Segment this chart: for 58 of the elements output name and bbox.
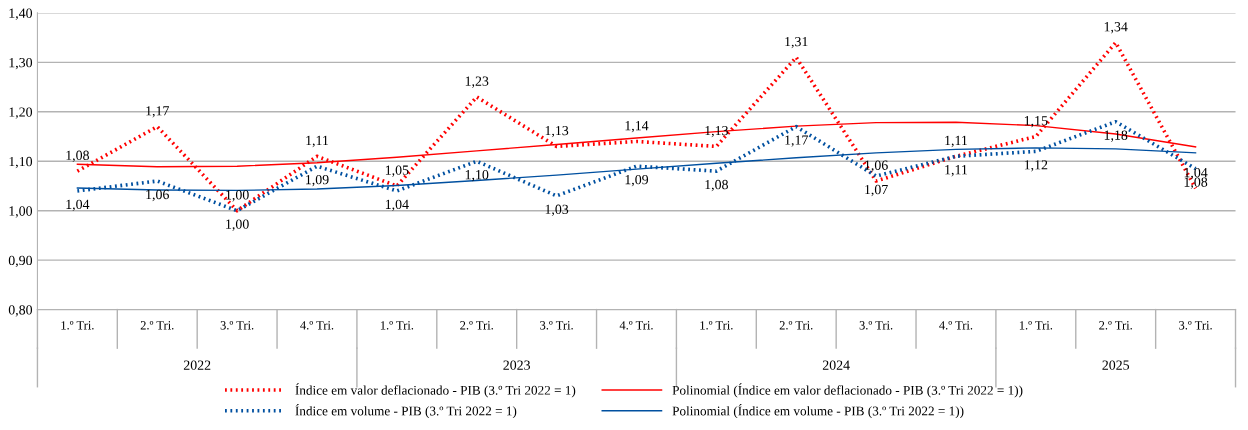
- x-tick-label: 1.º Tri.: [380, 321, 414, 330]
- x-tick-label: 3.º Tri.: [859, 321, 893, 330]
- x-tick-label: 3.º Tri.: [220, 321, 254, 330]
- text: 2022: [183, 360, 211, 370]
- y-tick-label: 0,80: [8, 305, 33, 317]
- data-label: 1,11: [945, 135, 968, 148]
- data-label: 1,34: [1104, 22, 1128, 34]
- y-tick-label: 1,10: [9, 156, 33, 169]
- data-label: 1,06: [865, 160, 888, 172]
- text: 2024: [822, 360, 850, 370]
- legend-label: Índice em volume - PIB (3.º Tri 2022 = 1): [295, 404, 517, 419]
- data-label: 1,08: [1184, 177, 1208, 189]
- data-label: 1,15: [1024, 116, 1048, 128]
- x-tick-label: 2.º Tri.: [140, 321, 174, 330]
- data-label: 1,13: [545, 125, 569, 138]
- legend-label: Índice em valor deflacionado - PIB (3.º Tri 2022 = 1): [295, 383, 576, 398]
- data-label: 1,07: [865, 184, 888, 197]
- data-label: 1,08: [66, 150, 89, 162]
- data-label: 1,04: [385, 199, 409, 212]
- data-label: 1,04: [1184, 167, 1208, 180]
- x-tick-label: 4.º Tri.: [939, 321, 973, 330]
- data-label: 1,17: [785, 135, 808, 147]
- data-label: 1,04: [66, 199, 90, 212]
- legend-label: Polinomial (Índice em volume - PIB (3.º Tri 2022 = 1)): [672, 404, 964, 419]
- data-label: 1,31: [785, 36, 808, 49]
- x-tick-label: 4.º Tri.: [619, 321, 653, 330]
- data-label: 1,11: [945, 165, 968, 177]
- y-tick-label: 1,20: [9, 107, 33, 119]
- data-label: 1,10: [465, 169, 489, 182]
- data-label: 1,14: [625, 121, 649, 133]
- data-label: 1,17: [146, 106, 169, 118]
- data-label: 1,11: [306, 135, 329, 148]
- x-tick-label: 1.º Tri.: [61, 321, 94, 330]
- data-label: 1,09: [625, 174, 649, 187]
- data-label: 1,06: [146, 189, 169, 202]
- x-tick-label: 2.º Tri.: [460, 321, 493, 330]
- data-label: 1,00: [226, 190, 249, 202]
- x-tick-label: 1.º Tri.: [1019, 321, 1053, 330]
- legend-label: Polinomial (Índice em valor deflacionado - PIB (3.º Tri 2022 = 1)): [672, 383, 1023, 398]
- text: 2025: [1102, 360, 1130, 370]
- data-label: 1,00: [226, 219, 249, 231]
- data-label: 1,23: [465, 76, 489, 88]
- data-label: 1,12: [1024, 160, 1048, 172]
- x-tick-label: 2.º Tri.: [779, 321, 813, 330]
- x-tick-label: 4.º Tri.: [300, 321, 334, 330]
- text: 2023: [503, 360, 531, 370]
- y-tick-label: 0,90: [8, 255, 33, 268]
- x-tick-label: 3.º Tri.: [540, 321, 573, 330]
- y-tick-label: 1,40: [9, 8, 33, 20]
- data-label: 1,08: [705, 179, 728, 192]
- data-label: 1,09: [306, 174, 329, 187]
- data-label: 1,05: [385, 165, 409, 177]
- x-tick-label: 1.º Tri.: [700, 321, 733, 330]
- y-tick-label: 1,00: [9, 206, 33, 218]
- x-tick-label: 2.º Tri.: [1099, 321, 1132, 330]
- y-tick-label: 1,30: [9, 57, 33, 70]
- data-label: 1,03: [545, 204, 569, 216]
- x-tick-label: 3.º Tri.: [1179, 321, 1212, 330]
